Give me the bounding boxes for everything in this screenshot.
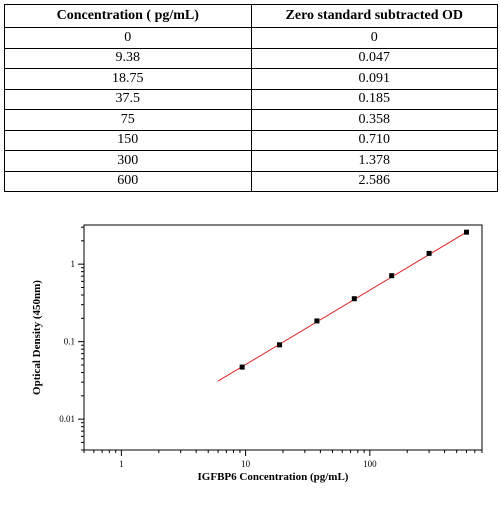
cell-od: 0.047 [250,47,498,69]
header-concentration: Concentration ( pg/mL) [4,4,252,28]
data-point [426,250,432,256]
table-row: 18.75 0.091 [4,68,498,90]
header-od: Zero standard subtracted OD [250,4,498,28]
cell-od: 0.091 [250,68,498,90]
fit-line [217,231,467,382]
cell-od: 0.358 [250,109,498,131]
data-points-layer [239,229,469,370]
cell-concentration: 9.38 [4,47,252,69]
fit-line-layer [217,231,467,382]
table-row: 300 1.378 [4,150,498,172]
y-tick-label: 0.01 [59,414,75,424]
cell-od: 0.710 [250,129,498,151]
cell-concentration: 300 [4,150,252,172]
table-header-row: Concentration ( pg/mL) Zero standard sub… [4,4,498,28]
x-tick-label: 1 [119,459,124,469]
y-axis-label: Optical Density (450nm) [31,280,43,395]
cell-od: 0 [250,27,498,49]
cell-concentration: 150 [4,129,252,151]
data-point [277,342,283,348]
standard-curve-chart: 1 10 100 0.01 0.1 1 Optical Density (450nm) I… [31,224,483,483]
x-tick-label: 10 [241,459,251,469]
cell-concentration: 0 [4,27,252,49]
cell-concentration: 37.5 [4,88,252,110]
cell-concentration: 18.75 [4,68,252,90]
table-row: 600 2.586 [4,170,498,192]
data-point [389,273,395,279]
x-tick-label: 100 [363,459,377,469]
y-tick-label: 0.1 [64,337,75,347]
table-row: 75 0.358 [4,109,498,131]
x-axis-label: IGFBP6 Concentration (pg/mL) [198,471,349,483]
data-point [314,318,320,324]
y-tick-label: 1 [71,259,76,269]
data-point [351,296,357,302]
standard-curve-table: Concentration ( pg/mL) Zero standard sub… [4,4,498,192]
data-point [239,364,245,370]
plot-axes: 1 10 100 0.01 0.1 1 [59,224,483,469]
cell-od: 1.378 [250,150,498,172]
cell-concentration: 75 [4,109,252,131]
table-row: 150 0.710 [4,129,498,151]
cell-od: 2.586 [250,170,498,192]
cell-od: 0.185 [250,88,498,110]
table-row: 9.38 0.047 [4,47,498,69]
cell-concentration: 600 [4,170,252,192]
table-row: 37.5 0.185 [4,88,498,110]
data-point [463,229,469,235]
